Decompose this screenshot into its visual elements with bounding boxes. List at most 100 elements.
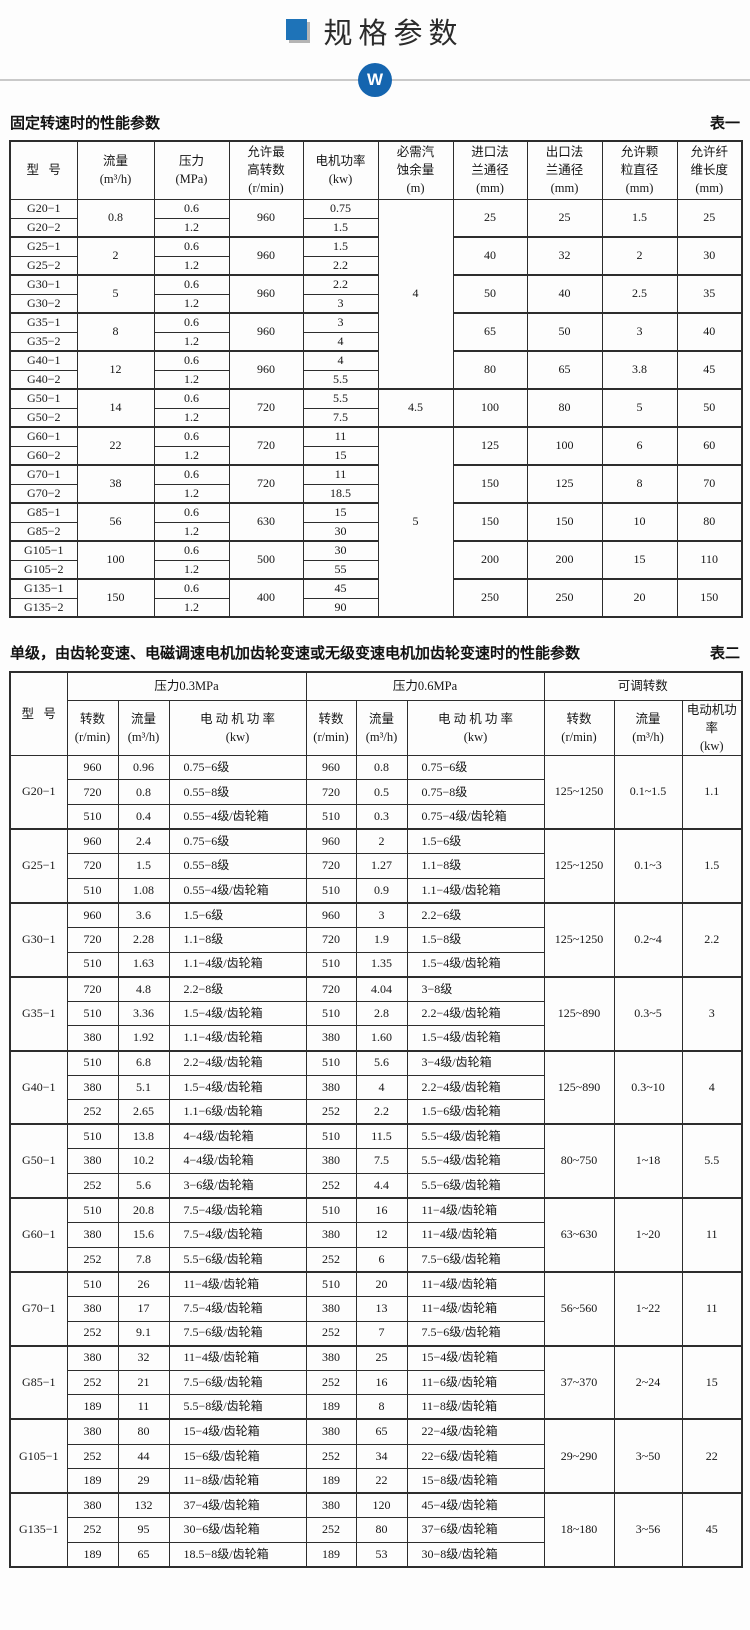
outlet-flange-cell: 125	[526, 464, 603, 504]
flow-cell: 38	[76, 464, 155, 504]
table-row: 510 1.08 0.55−4级/齿轮箱 510 0.9 1.1−4级/齿轮箱	[10, 877, 742, 904]
adjustable-speed-cell: 63~630	[543, 1197, 615, 1273]
model-cell: G135−1	[9, 1492, 68, 1568]
outlet-flange-cell: 32	[526, 236, 603, 276]
flow-cell: 1.63	[117, 951, 170, 978]
adjustable-power-cell: 2.2	[681, 901, 743, 978]
inlet-flange-cell: 200	[452, 540, 528, 580]
model-cell: G70−2	[9, 483, 78, 504]
speed-cell: 380	[305, 1222, 357, 1248]
model-cell: G105−1	[9, 1418, 68, 1494]
pressure-cell: 1.2	[153, 559, 230, 580]
motor-power-cell: 2.2−4级/齿轮箱	[406, 1000, 545, 1027]
flow-cell: 21	[117, 1369, 170, 1396]
motor-power-cell: 2.2−4级/齿轮箱	[406, 1074, 545, 1101]
adjustable-power-cell: 1.1	[681, 754, 743, 830]
pressure-cell: 0.6	[153, 350, 230, 371]
motor-power-cell: 0.55−8级	[168, 853, 307, 879]
flow-cell: 22	[355, 1468, 408, 1494]
particle-diameter-cell: 1.5	[601, 198, 678, 238]
motor-power-cell: 11−4级/齿轮箱	[168, 1344, 307, 1371]
divider-row: W	[0, 62, 750, 100]
table-row: G50−1 510 13.8 4−4级/齿轮箱 510 11.5 5.5−4级/齿轮箱 80~…	[9, 1123, 743, 1199]
particle-diameter-cell: 3.8	[601, 350, 678, 390]
flow-cell: 0.8	[117, 779, 170, 806]
table-row: 380 17 7.5−4级/齿轮箱 380 13 11−4级/齿轮箱	[10, 1295, 742, 1322]
motor-power-cell: 1.5−4级/齿轮箱	[168, 1000, 307, 1027]
motor-power-cell: 7.5−6级/齿轮箱	[168, 1320, 307, 1347]
outlet-flange-cell: 50	[526, 312, 603, 352]
model-cell: G35−1	[9, 312, 78, 333]
motor-power-cell: 7.5−6级/齿轮箱	[168, 1369, 307, 1396]
model-cell: G60−2	[9, 445, 78, 466]
model-cell: G20−1	[9, 754, 68, 830]
model-cell: G60−1	[9, 1197, 68, 1273]
sub-header-flow-adj: 流量 (m³/h)	[613, 699, 683, 756]
flow-cell: 4.8	[117, 975, 170, 1002]
inlet-flange-cell: 125	[452, 426, 528, 466]
motor-power-cell: 5.5−4级/齿轮箱	[406, 1148, 545, 1174]
adjustable-flow-cell: 0.3~5	[613, 975, 683, 1051]
table-row: G40−2 1.2 5.5	[9, 369, 742, 390]
motor-power-cell: 22−6级/齿轮箱	[406, 1443, 545, 1470]
motor-power-cell: 7.5	[302, 407, 379, 428]
speed-cell: 252	[66, 1246, 119, 1273]
inlet-flange-cell: 80	[452, 350, 528, 390]
table2-caption-row: 单级，由齿轮变速、电磁调速电机加齿轮变速或无级变速电机加齿轮变速时的性能参数 表…	[0, 642, 750, 663]
model-cell: G40−1	[9, 350, 78, 371]
flow-cell: 4.4	[355, 1172, 408, 1199]
flow-cell: 100	[76, 540, 155, 580]
flow-cell: 65	[117, 1541, 170, 1568]
flow-cell: 22	[76, 426, 155, 466]
motor-power-cell: 11−4级/齿轮箱	[406, 1197, 545, 1224]
adjustable-power-cell: 3	[681, 975, 743, 1051]
flow-cell: 3.36	[117, 1000, 170, 1027]
flow-cell: 80	[355, 1517, 408, 1543]
speed-cell: 510	[66, 1270, 119, 1297]
page-header: 规格参数	[0, 0, 750, 56]
speed-cell: 720	[305, 853, 357, 879]
table-row: G40−1 12 0.6 960 4 80 65 3.8 45	[9, 350, 743, 390]
table-row: G60−1 510 20.8 7.5−4级/齿轮箱 510 16 11−4级/齿轮箱 63~6…	[9, 1197, 743, 1273]
speed-cell: 510	[305, 1049, 357, 1076]
motor-power-cell: 3	[302, 293, 379, 314]
max-speed-cell: 960	[228, 350, 304, 390]
col-header-npsh: 必需汽 蚀余量 (m)	[377, 140, 454, 200]
adjustable-flow-cell: 0.1~1.5	[613, 754, 683, 830]
speed-cell: 510	[305, 804, 357, 830]
speed-cell: 510	[66, 951, 119, 978]
model-cell: G20−2	[9, 217, 78, 238]
inlet-flange-cell: 150	[452, 464, 528, 504]
adjustable-flow-cell: 1~20	[613, 1197, 683, 1273]
fiber-length-cell: 40	[676, 312, 743, 352]
pressure-cell: 0.6	[153, 236, 230, 257]
motor-power-cell: 1.1−8级	[406, 853, 545, 879]
speed-cell: 252	[66, 1320, 119, 1347]
speed-cell: 252	[305, 1517, 357, 1543]
table-row: 252 7.8 5.5−6级/齿轮箱 252 6 7.5−6级/齿轮箱	[10, 1246, 742, 1273]
adjustable-speed-cell: 37~370	[543, 1344, 615, 1420]
flow-cell: 20.8	[117, 1197, 170, 1224]
model-cell: G70−1	[9, 464, 78, 485]
speed-cell: 380	[66, 1344, 119, 1371]
motor-power-cell: 2.2−8级	[168, 975, 307, 1002]
npsh-cell: 4.5	[377, 388, 454, 428]
particle-diameter-cell: 5	[601, 388, 678, 428]
speed-cell: 720	[66, 927, 119, 953]
motor-power-cell: 15−8级/齿轮箱	[406, 1468, 545, 1494]
adjustable-flow-cell: 1~18	[613, 1123, 683, 1199]
speed-cell: 960	[305, 828, 357, 855]
motor-power-cell: 1.1−8级	[168, 927, 307, 953]
speed-cell: 380	[305, 1344, 357, 1371]
motor-power-cell: 11−4级/齿轮箱	[406, 1270, 545, 1297]
outlet-flange-cell: 40	[526, 274, 603, 314]
speed-cell: 960	[66, 754, 119, 781]
col-header-fiber-length: 允许纤 维长度 (mm)	[676, 140, 743, 200]
pressure-cell: 1.2	[153, 407, 230, 428]
sub-header-speed-0.3: 转数 (r/min)	[66, 699, 119, 756]
speed-cell: 252	[66, 1099, 119, 1125]
pressure-cell: 1.2	[153, 293, 230, 314]
speed-cell: 720	[66, 853, 119, 879]
speed-cell: 252	[305, 1099, 357, 1125]
